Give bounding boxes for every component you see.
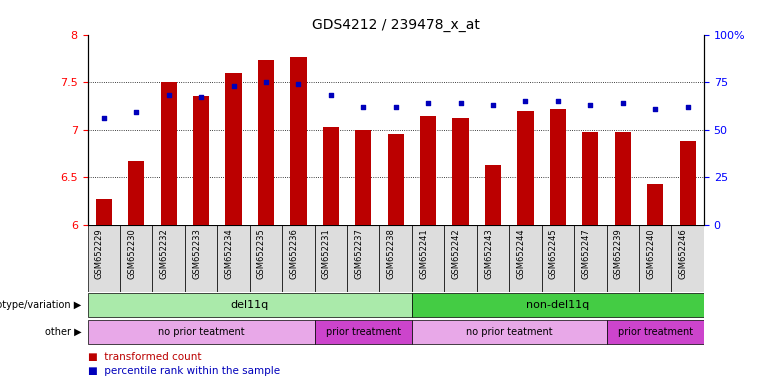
Bar [250,225,282,292]
Point [163,92,175,98]
Point [195,94,207,100]
Text: prior treatment: prior treatment [618,327,693,337]
Text: GSM652247: GSM652247 [581,228,591,279]
Text: GSM652244: GSM652244 [517,228,526,279]
Text: GSM652245: GSM652245 [549,228,558,279]
Bar [615,131,631,225]
Text: GSM652237: GSM652237 [355,228,363,279]
Text: GSM652232: GSM652232 [160,228,169,279]
Bar [574,225,607,292]
Bar [88,293,412,317]
Bar [477,225,509,292]
Text: other ▶: other ▶ [45,327,81,337]
Bar [680,141,696,225]
Bar [412,225,444,292]
Point [292,81,304,87]
Point [260,79,272,85]
Text: GSM652234: GSM652234 [224,228,234,279]
Text: GSM652235: GSM652235 [257,228,266,279]
Bar [517,111,533,225]
Text: GSM652229: GSM652229 [94,228,103,279]
Text: GSM652230: GSM652230 [127,228,136,279]
Text: genotype/variation ▶: genotype/variation ▶ [0,300,81,310]
Bar [355,130,371,225]
Point [422,100,435,106]
Bar [387,134,404,225]
Bar [88,320,314,344]
Bar [96,199,112,225]
Bar [639,225,671,292]
Text: GSM652241: GSM652241 [419,228,428,279]
Point [325,92,337,98]
Text: GSM652246: GSM652246 [679,228,688,279]
Point [682,104,694,110]
Text: ■  percentile rank within the sample: ■ percentile rank within the sample [88,366,279,376]
Bar [671,225,704,292]
Text: GSM652236: GSM652236 [289,228,298,279]
Bar [290,57,307,225]
Title: GDS4212 / 239478_x_at: GDS4212 / 239478_x_at [312,18,479,32]
Text: no prior teatment: no prior teatment [158,327,244,337]
Bar [323,127,339,225]
Bar [607,225,639,292]
Bar [453,118,469,225]
Text: GSM652239: GSM652239 [614,228,622,279]
Bar [420,116,436,225]
Point [649,106,661,112]
Bar [582,131,598,225]
Bar [647,184,664,225]
Bar [542,225,574,292]
Point [228,83,240,89]
Bar [128,161,145,225]
Point [97,115,110,121]
Bar [347,225,380,292]
Bar [314,320,412,344]
Point [454,100,466,106]
Point [552,98,564,104]
Bar [161,82,177,225]
Text: non-del11q: non-del11q [527,300,590,310]
Bar [412,293,704,317]
Point [130,109,142,116]
Text: GSM652231: GSM652231 [322,228,331,279]
Point [616,100,629,106]
Point [584,102,597,108]
Point [487,102,499,108]
Text: no prior teatment: no prior teatment [466,327,552,337]
Bar [185,225,218,292]
Bar [444,225,477,292]
Bar [314,225,347,292]
Point [520,98,532,104]
Bar [282,225,314,292]
Text: GSM652238: GSM652238 [387,228,396,279]
Text: ■  transformed count: ■ transformed count [88,352,201,362]
Bar [380,225,412,292]
Text: GSM652233: GSM652233 [192,228,201,279]
Bar [412,320,607,344]
Bar [485,165,501,225]
Bar [152,225,185,292]
Bar [193,96,209,225]
Bar [258,60,274,225]
Text: GSM652240: GSM652240 [646,228,655,279]
Text: GSM652243: GSM652243 [484,228,493,279]
Bar [88,225,120,292]
Bar [225,73,242,225]
Text: GSM652242: GSM652242 [451,228,460,279]
Text: del11q: del11q [231,300,269,310]
Point [357,104,369,110]
Text: prior treatment: prior treatment [326,327,401,337]
Bar [120,225,152,292]
Bar [549,109,566,225]
Point [390,104,402,110]
Bar [509,225,542,292]
Bar [218,225,250,292]
Bar [607,320,704,344]
